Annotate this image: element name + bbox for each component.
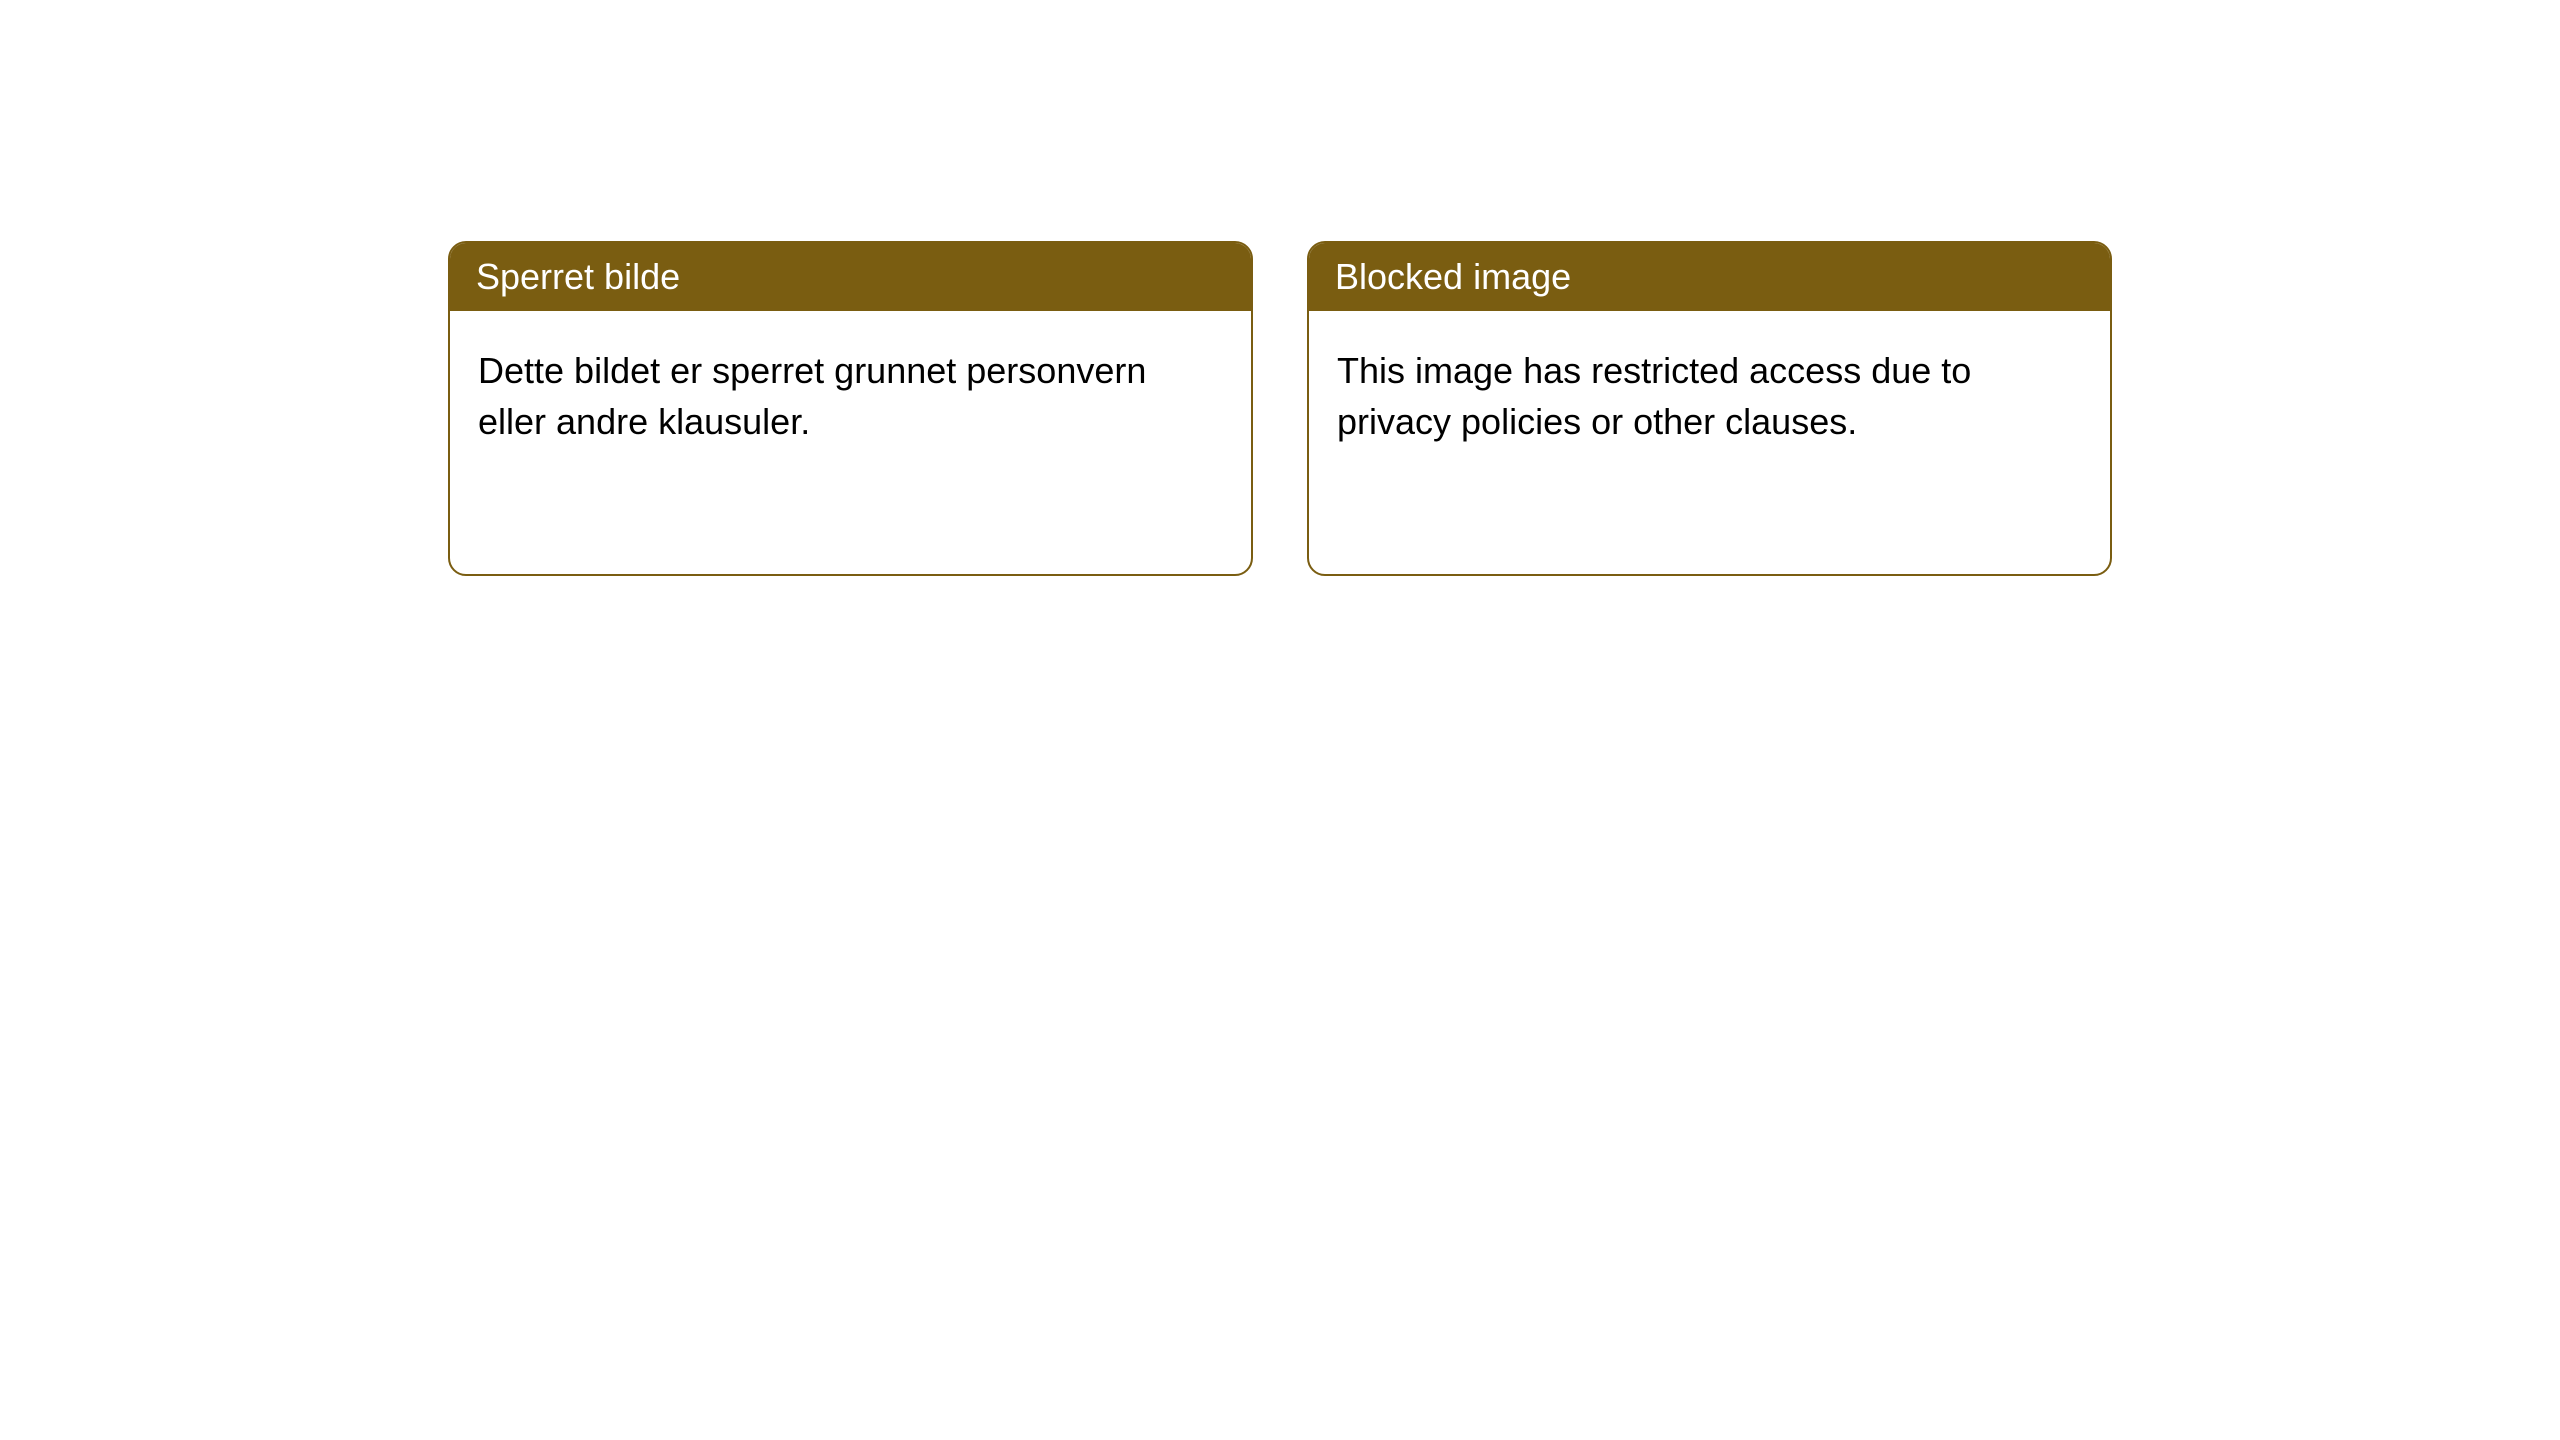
card-body: This image has restricted access due to … — [1309, 311, 2110, 481]
card-body-text: This image has restricted access due to … — [1337, 350, 1971, 442]
card-header: Blocked image — [1309, 243, 2110, 311]
notice-container: Sperret bilde Dette bildet er sperret gr… — [0, 0, 2560, 576]
card-body-text: Dette bildet er sperret grunnet personve… — [478, 350, 1146, 442]
card-header: Sperret bilde — [450, 243, 1251, 311]
card-header-text: Sperret bilde — [476, 256, 680, 297]
card-header-text: Blocked image — [1335, 256, 1571, 297]
notice-card-norwegian: Sperret bilde Dette bildet er sperret gr… — [448, 241, 1253, 576]
notice-card-english: Blocked image This image has restricted … — [1307, 241, 2112, 576]
card-body: Dette bildet er sperret grunnet personve… — [450, 311, 1251, 481]
